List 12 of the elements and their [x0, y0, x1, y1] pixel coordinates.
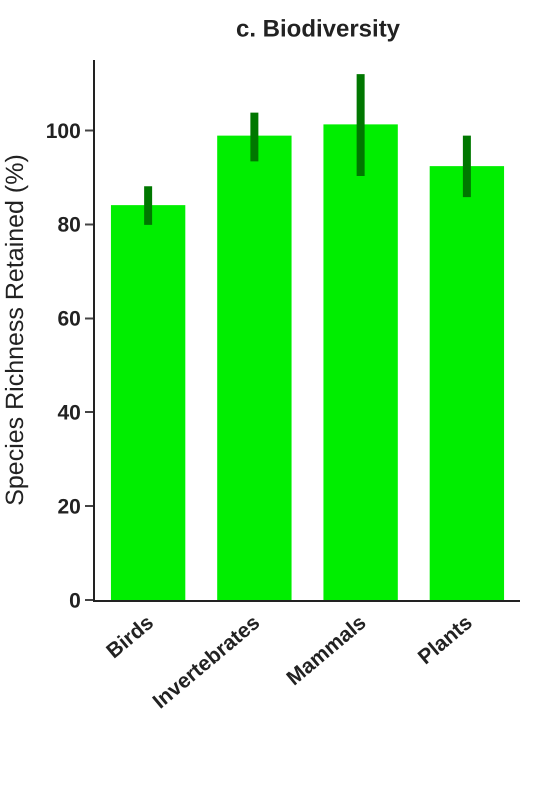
y-tick-label: 60 [57, 308, 81, 331]
bar [217, 136, 292, 600]
bar [110, 205, 186, 600]
bar [430, 166, 504, 600]
y-tick-label: 0 [69, 589, 81, 612]
y-tick-label: 40 [57, 402, 81, 425]
y-axis-title: Species Richness Retained (%) [1, 154, 30, 506]
y-tick-label: 20 [57, 495, 81, 518]
chart-title: c. Biodiversity [236, 16, 401, 43]
bar [323, 124, 398, 600]
y-tick-label: 80 [57, 214, 81, 237]
y-tick-label: 100 [46, 120, 81, 143]
